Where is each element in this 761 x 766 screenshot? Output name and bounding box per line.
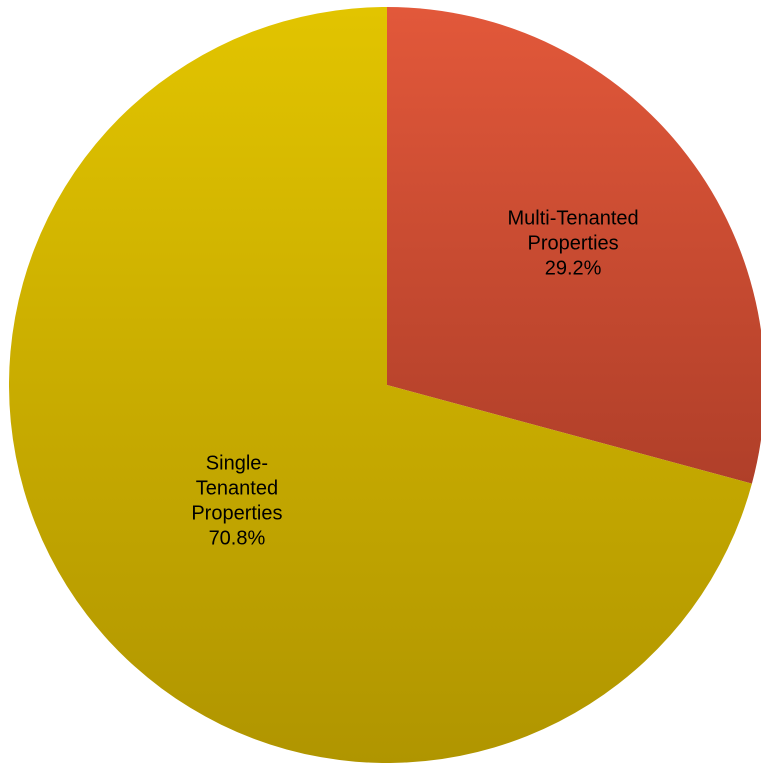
pie-slice-label-0: Multi-Tenanted Properties 29.2% bbox=[507, 208, 638, 280]
pie-slice-label-line: Properties bbox=[528, 233, 619, 255]
pie-labels: Multi-Tenanted Properties 29.2% Single- Tena… bbox=[191, 208, 638, 550]
pie-slices bbox=[8, 7, 761, 763]
pie-slice-label-line: Single- bbox=[206, 452, 268, 474]
pie-slice-label-line: Tenanted bbox=[196, 477, 278, 499]
pie-slice-label-1: Single- Tenanted Properties 70.8% bbox=[191, 452, 282, 549]
pie-slice-label-line: Multi-Tenanted bbox=[507, 208, 638, 230]
pie-slice-label-line: 70.8% bbox=[209, 527, 266, 549]
pie-slice-1 bbox=[8, 7, 752, 763]
pie-slice-label-line: Properties bbox=[191, 502, 282, 524]
pie-slice-0 bbox=[387, 7, 761, 484]
pie-slice-label-line: 29.2% bbox=[545, 258, 602, 280]
